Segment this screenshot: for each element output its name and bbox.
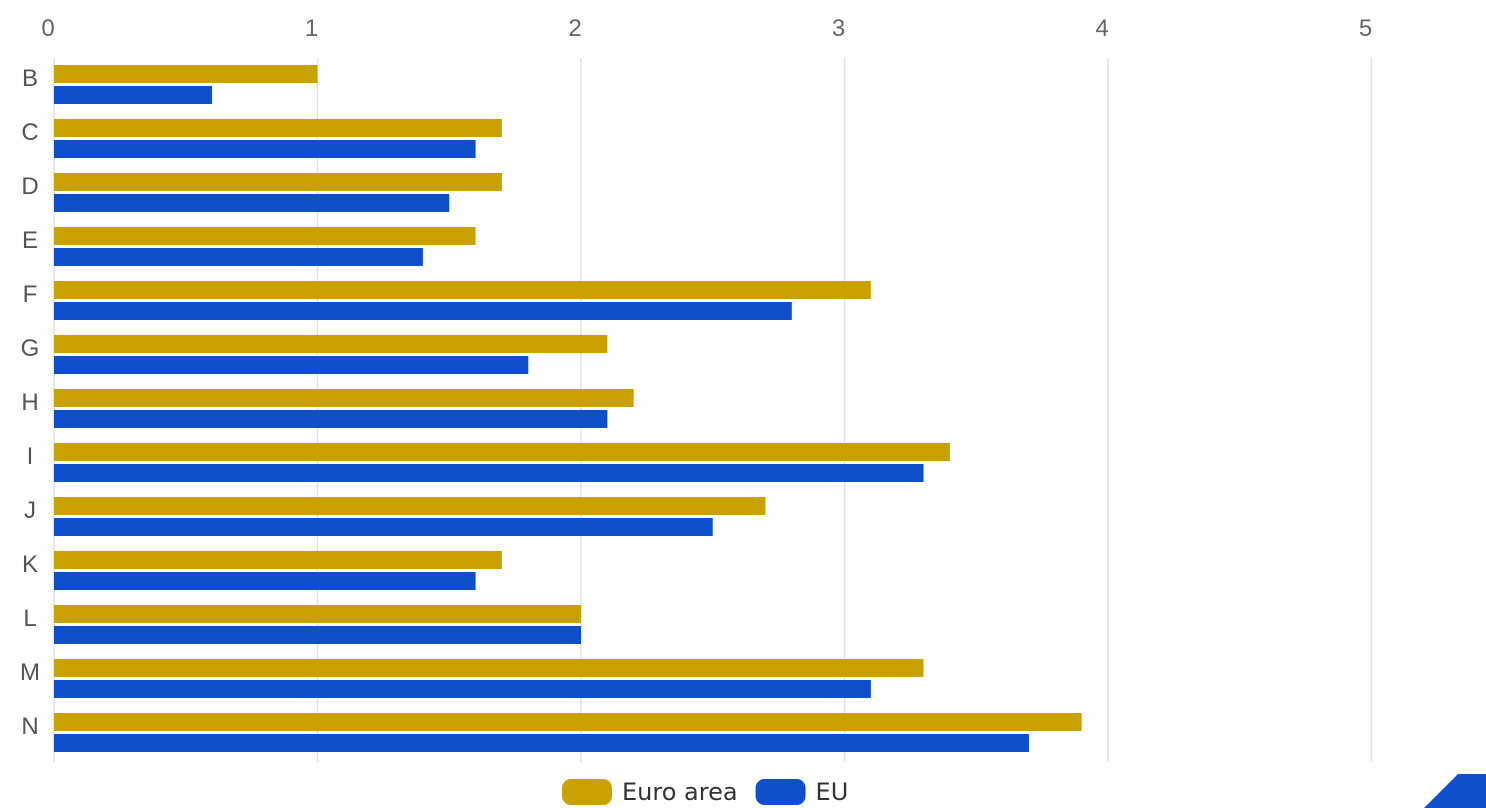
bar-eu-D[interactable] — [54, 194, 450, 212]
bar-eu-M[interactable] — [54, 680, 871, 698]
bar-eu-K[interactable] — [54, 572, 476, 590]
bar-euro-area-M[interactable] — [54, 659, 924, 677]
legend-swatch-euro-area — [562, 779, 612, 805]
x-tick-label: 4 — [1095, 15, 1108, 42]
bar-euro-area-I[interactable] — [54, 443, 950, 461]
category-label-I: I — [27, 443, 34, 470]
category-label-F: F — [23, 281, 38, 308]
category-label-L: L — [23, 605, 36, 632]
legend-label-eu: EU — [816, 778, 849, 806]
bars — [54, 65, 1082, 752]
logo-mark-icon — [1424, 774, 1486, 808]
legend[interactable]: Euro area EU — [562, 778, 848, 806]
bar-eu-F[interactable] — [54, 302, 792, 320]
bar-eu-N[interactable] — [54, 734, 1029, 752]
bar-eu-G[interactable] — [54, 356, 529, 374]
legend-label-euro-area: Euro area — [622, 778, 738, 806]
bar-eu-H[interactable] — [54, 410, 608, 428]
bar-euro-area-E[interactable] — [54, 227, 476, 245]
bar-euro-area-N[interactable] — [54, 713, 1082, 731]
bar-eu-C[interactable] — [54, 140, 476, 158]
bar-eu-J[interactable] — [54, 518, 713, 536]
x-tick-label: 3 — [832, 15, 845, 42]
category-label-E: E — [22, 227, 38, 254]
category-label-H: H — [21, 389, 38, 416]
x-tick-label: 1 — [305, 15, 318, 42]
bar-euro-area-K[interactable] — [54, 551, 502, 569]
bar-euro-area-J[interactable] — [54, 497, 766, 515]
legend-swatch-eu — [755, 779, 806, 805]
category-label-G: G — [21, 335, 40, 362]
bar-euro-area-F[interactable] — [54, 281, 871, 299]
bar-euro-area-G[interactable] — [54, 335, 608, 353]
category-label-K: K — [22, 551, 38, 578]
bar-euro-area-D[interactable] — [54, 173, 502, 191]
category-label-B: B — [22, 65, 38, 92]
bar-euro-area-L[interactable] — [54, 605, 581, 623]
bar-eu-B[interactable] — [54, 86, 213, 104]
x-tick-label: 5 — [1359, 15, 1372, 42]
legend-item-euro-area[interactable]: Euro area — [562, 778, 738, 806]
bar-eu-I[interactable] — [54, 464, 924, 482]
corner-logo-mark — [1424, 774, 1486, 808]
bar-euro-area-H[interactable] — [54, 389, 634, 407]
bar-eu-E[interactable] — [54, 248, 423, 266]
x-tick-label: 0 — [41, 15, 54, 42]
bar-euro-area-C[interactable] — [54, 119, 502, 137]
category-label-J: J — [24, 497, 36, 524]
category-label-M: M — [20, 659, 40, 686]
category-label-N: N — [21, 713, 38, 740]
category-label-C: C — [21, 119, 38, 146]
bar-eu-L[interactable] — [54, 626, 581, 644]
bar-euro-area-B[interactable] — [54, 65, 318, 83]
category-label-D: D — [21, 173, 38, 200]
legend-item-eu[interactable]: EU — [755, 778, 849, 806]
x-tick-label: 2 — [568, 15, 581, 42]
x-axis-ticks: 0 1 2 3 4 5 — [41, 15, 1372, 42]
